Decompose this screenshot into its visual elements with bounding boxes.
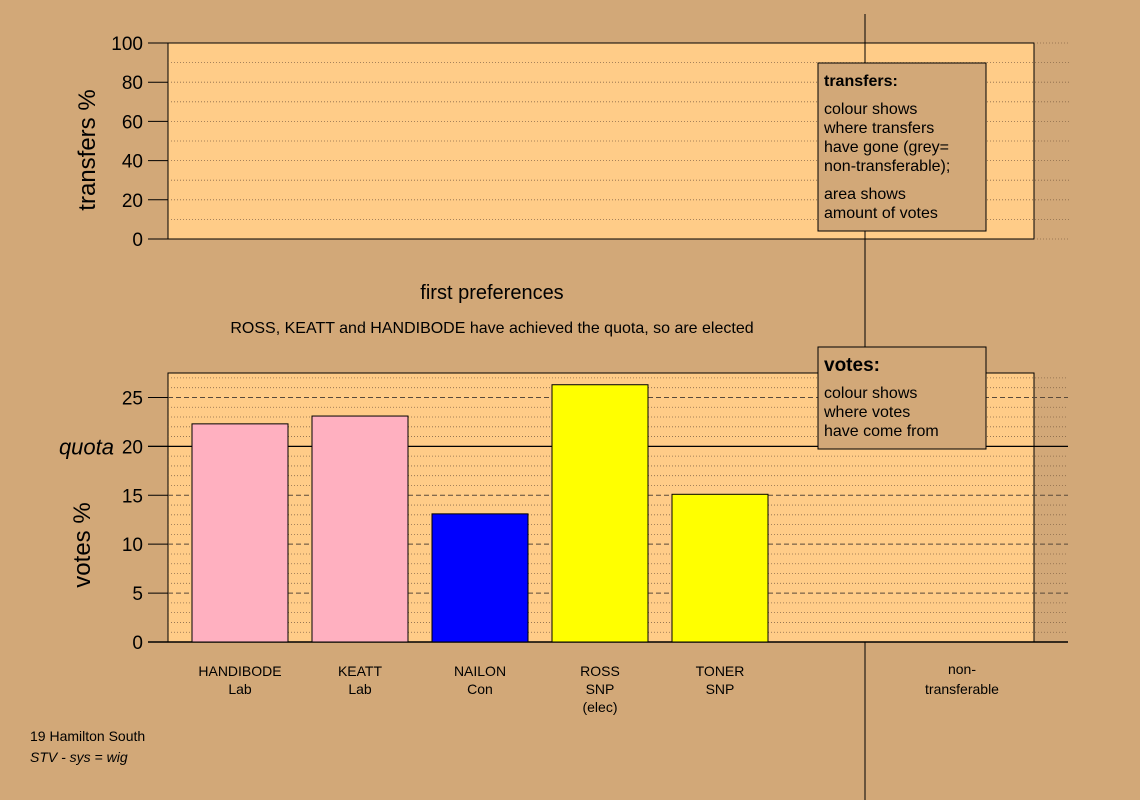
transfers-legend-box: [817, 62, 987, 232]
system-label: STV - sys = wig: [30, 749, 128, 765]
transfers-tick-label: 20: [122, 191, 143, 212]
transfers-tick-label: 60: [122, 112, 143, 133]
votes-legend: votes: colour shows where votes have com…: [817, 346, 987, 450]
transfers-legend-text: non-transferable);: [824, 158, 950, 175]
vote-bar: [551, 384, 649, 643]
transfers-legend-text: colour shows: [824, 101, 917, 118]
votes-tick-label: 25: [122, 388, 143, 409]
votes-bars: [191, 384, 769, 643]
transfers-legend-text: amount of votes: [824, 205, 938, 222]
transfers-legend-text: area shows: [824, 186, 906, 203]
votes-tick-label: 15: [122, 486, 143, 507]
votes-tick-label: 10: [122, 535, 143, 556]
transfers-tick-label: 80: [122, 73, 143, 94]
votes-tick-label: 0: [132, 633, 143, 654]
candidate-label: (elec): [582, 699, 617, 715]
votes-tick-label: 5: [132, 584, 143, 605]
vote-bar: [431, 513, 529, 643]
transfers-legend: transfers: colour shows where transfers …: [817, 62, 987, 232]
transfers-y-axis-label: transfers %: [74, 89, 101, 210]
transfers-legend-text: have gone (grey=: [824, 139, 949, 156]
transfers-tick-label: 100: [111, 34, 143, 55]
votes-tick-label: 20: [122, 437, 143, 458]
votes-y-ticks: 0 5 10 15 20 25: [122, 388, 168, 654]
votes-y-axis-label: votes %: [69, 502, 96, 587]
candidate-label: SNP: [586, 681, 615, 697]
vote-bar: [671, 493, 769, 643]
transfers-y-ticks: 0 20 40 60 80 100: [111, 34, 168, 251]
candidate-label: KEATT: [338, 663, 383, 679]
candidate-label: Lab: [228, 681, 252, 697]
stage-title: first preferences: [420, 282, 563, 304]
non-transferable-label: transferable: [925, 681, 999, 697]
candidate-labels: HANDIBODE Lab KEATT Lab NAILON Con ROSS SNP (ele…: [198, 661, 999, 715]
votes-legend-text: have come from: [824, 423, 939, 440]
non-transferable-label: non-: [948, 661, 976, 677]
votes-legend-box: [817, 346, 987, 450]
transfers-legend-text: where transfers: [823, 120, 934, 137]
transfers-tick-label: 0: [132, 230, 143, 251]
candidate-label: SNP: [706, 681, 735, 697]
candidate-label: Lab: [348, 681, 372, 697]
votes-legend-title: votes:: [824, 355, 880, 376]
candidate-label: Con: [467, 681, 493, 697]
votes-legend-text: where votes: [823, 404, 910, 421]
votes-legend-text: colour shows: [824, 385, 917, 402]
transfers-legend-title: transfers:: [824, 73, 898, 90]
candidate-label: TONER: [696, 663, 745, 679]
stage-note: ROSS, KEATT and HANDIBODE have achieved …: [230, 320, 753, 337]
transfers-gridlines: [168, 42, 1070, 240]
transfers-tick-label: 40: [122, 152, 143, 173]
constituency-label: 19 Hamilton South: [30, 728, 145, 744]
candidate-label: NAILON: [454, 663, 506, 679]
vote-bar: [311, 415, 409, 643]
candidate-label: HANDIBODE: [198, 663, 281, 679]
quota-label: quota: [59, 434, 114, 459]
candidate-label: ROSS: [580, 663, 620, 679]
vote-bar: [191, 423, 289, 643]
